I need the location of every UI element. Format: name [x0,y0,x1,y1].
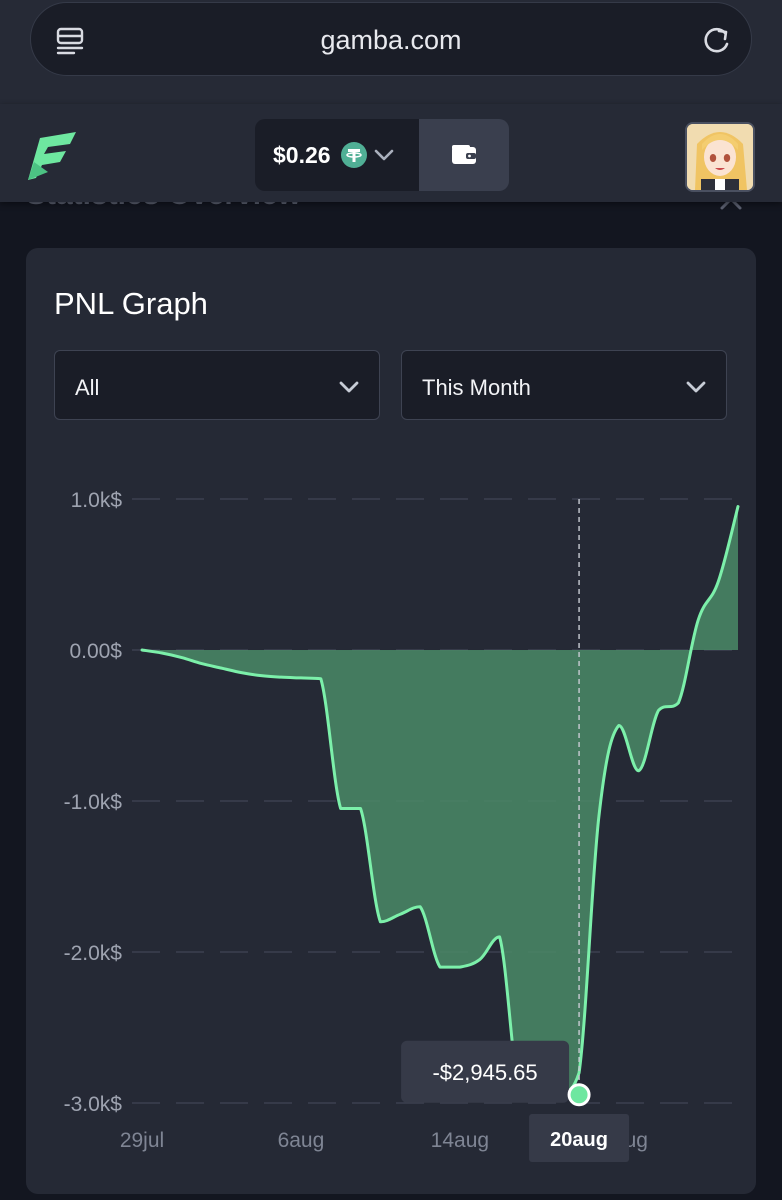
game-filter-select[interactable]: All [54,350,380,420]
address-bar[interactable]: gamba.com [30,2,752,76]
y-tick-label: 1.0k$ [71,489,123,512]
app-header: $0.26 [0,104,782,202]
game-filter-value: All [75,375,99,401]
chevron-down-icon [337,375,361,399]
period-filter-value: This Month [422,375,531,401]
highlight-point[interactable] [569,1085,589,1105]
y-tick-label: -1.0k$ [64,791,123,814]
card-title: PNL Graph [54,286,208,322]
value-tooltip: -$2,945.65 [401,1041,569,1103]
browser-toolbar: gamba.com [0,0,782,104]
tether-icon [341,142,367,168]
date-badge: 20aug [529,1114,629,1162]
url-text[interactable]: gamba.com [31,25,751,56]
chevron-down-icon [684,375,708,399]
y-tick-label: 0.00$ [69,640,122,663]
balance-amount: $0.26 [273,142,331,169]
x-tick-label: 6aug [278,1129,325,1152]
balance-group: $0.26 [255,119,509,191]
chevron-down-icon [373,144,395,166]
x-tick-label: 14aug [431,1129,489,1152]
balance-selector[interactable]: $0.26 [255,119,419,191]
avatar[interactable] [685,122,755,192]
date-badge-label: 20aug [550,1129,608,1151]
tooltip-value: -$2,945.65 [432,1060,537,1085]
x-tick-label: 29jul [120,1129,164,1152]
gamba-logo-icon[interactable] [26,130,80,184]
y-tick-label: -2.0k$ [64,942,123,965]
wallet-icon [451,144,477,166]
y-tick-label: -3.0k$ [64,1093,123,1116]
wallet-button[interactable] [419,119,509,191]
period-filter-select[interactable]: This Month [401,350,727,420]
avatar-image [687,124,753,190]
reload-icon[interactable] [699,24,733,58]
